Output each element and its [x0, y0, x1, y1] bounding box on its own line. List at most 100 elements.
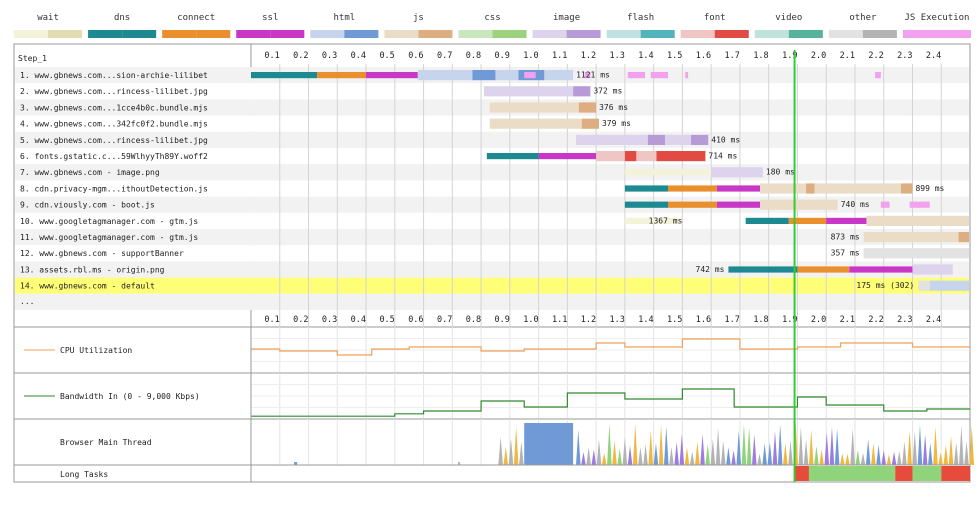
main-thread-activity	[948, 435, 954, 465]
legend-swatch-light	[236, 30, 271, 38]
request-bar-segment	[691, 134, 709, 145]
cpu-label: CPU Utilization	[60, 346, 132, 355]
request-bar-segment	[489, 102, 579, 113]
long-task-segment	[808, 466, 896, 481]
js-exec-mark	[650, 72, 669, 79]
js-exec-mark	[685, 72, 689, 79]
main-thread-activity	[720, 440, 726, 465]
legend-label: video	[775, 13, 802, 23]
main-thread-activity	[669, 447, 674, 465]
request-row-bg	[15, 245, 969, 262]
frame-border	[13, 43, 971, 483]
request-bar-segment	[900, 183, 913, 194]
tick-label-bottom: 0.6	[408, 315, 423, 325]
legend-label: connect	[177, 13, 215, 23]
main-thread-activity	[601, 452, 607, 465]
tick-label-bottom: 2.3	[897, 315, 912, 325]
main-thread-activity	[596, 439, 602, 465]
tick-label-bottom: 1.4	[638, 315, 653, 325]
tick-label-top: 0.3	[322, 51, 337, 61]
request-bar-segment	[251, 72, 318, 79]
request-time-label: 740 ms	[841, 200, 870, 209]
main-thread-activity	[922, 434, 928, 465]
main-thread-activity	[700, 434, 705, 465]
main-thread-activity	[607, 423, 612, 465]
request-bar-segment	[472, 70, 496, 81]
js-exec-mark	[584, 72, 591, 79]
legend-label: dns	[114, 13, 130, 23]
legend-swatch-light	[88, 30, 123, 38]
tick-label-top: 1.5	[667, 51, 682, 61]
tick-label-bottom: 1.3	[610, 315, 625, 325]
legend-swatch-light	[828, 30, 863, 38]
request-label: 9. cdn.viously.com - boot.js	[20, 201, 155, 210]
main-thread-activity	[777, 424, 783, 465]
request-bar-segment	[624, 185, 669, 192]
main-thread-activity	[803, 439, 809, 465]
legend-swatch-dark	[344, 30, 379, 38]
main-thread-activity	[513, 426, 519, 465]
js-exec-mark	[875, 72, 881, 79]
legend-label: js	[413, 13, 424, 23]
main-thread-activity	[814, 446, 819, 465]
js-exec-mark	[627, 72, 646, 79]
main-thread-activity	[695, 441, 700, 465]
long-task-segment	[895, 466, 913, 481]
request-bar-segment	[495, 70, 519, 81]
legend-swatch-dark	[566, 30, 601, 38]
legend-label: flash	[627, 13, 654, 23]
main-thread-activity	[627, 445, 633, 465]
main-thread-activity	[586, 447, 591, 465]
main-thread-activity	[617, 448, 623, 465]
request-label: 13. assets.rbl.ms - origin.png	[20, 265, 165, 274]
main-thread-activity	[943, 444, 949, 465]
main-thread-label: Browser Main Thread	[60, 438, 152, 447]
legend-label: html	[334, 13, 356, 23]
main-thread-activity	[741, 423, 747, 465]
tick-label-top: 1.1	[552, 51, 567, 61]
tick-label-bottom: 1.5	[667, 315, 682, 325]
main-thread-activity	[524, 423, 574, 465]
request-bar-segment	[417, 70, 473, 81]
main-thread-activity	[876, 445, 881, 465]
tick-label-top: 1.0	[523, 51, 538, 61]
request-time-label: 714 ms	[708, 152, 737, 161]
main-thread-activity	[632, 423, 638, 465]
tick-label-bottom: 1.7	[725, 315, 740, 325]
bandwidth-series-line	[251, 388, 970, 417]
tick-label-bottom: 0.3	[322, 315, 337, 325]
request-bar-segment	[647, 134, 666, 145]
long-task-segment	[794, 466, 809, 481]
long-tasks-label: Long Tasks	[60, 470, 108, 479]
main-thread-activity	[726, 447, 731, 465]
main-thread-activity	[855, 449, 861, 465]
legend-label: ssl	[262, 13, 278, 23]
request-bar-segment	[581, 118, 599, 129]
legend-label: wait	[37, 13, 59, 23]
request-bar-segment	[728, 266, 798, 273]
main-thread-activity	[674, 441, 679, 465]
request-bar-segment	[814, 183, 901, 194]
tick-label-top: 2.0	[811, 51, 826, 61]
more-rows-label: ...	[20, 297, 34, 306]
request-time-label: 1121 ms	[576, 71, 610, 80]
request-label: 10. www.googletagmanager.com - gtm.js	[20, 217, 198, 226]
main-thread-activity	[751, 434, 757, 465]
request-time-label: 1367 ms	[649, 216, 683, 225]
main-thread-activity	[808, 429, 814, 465]
tick-label-top: 1.9	[782, 51, 797, 61]
legend-swatch-light	[384, 30, 419, 38]
legend-label: font	[704, 13, 726, 23]
main-thread-activity	[638, 447, 643, 465]
request-row-bg	[15, 277, 969, 294]
main-thread-activity	[508, 438, 514, 465]
tick-label-bottom: 2.2	[868, 315, 883, 325]
main-thread-activity	[684, 447, 690, 465]
main-thread-activity	[679, 433, 685, 465]
main-thread-activity	[622, 437, 628, 465]
main-thread-activity	[731, 450, 736, 465]
legend-label: JS Execution	[904, 13, 969, 23]
main-thread-activity	[902, 441, 907, 465]
request-bar-segment	[711, 167, 763, 178]
